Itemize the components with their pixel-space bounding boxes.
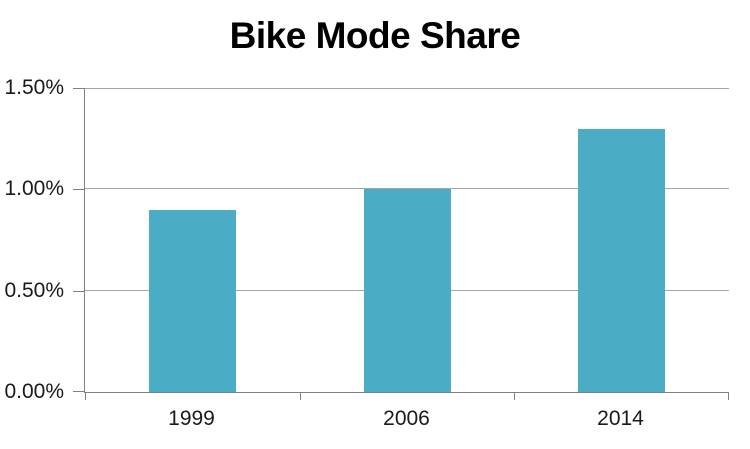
chart-title: Bike Mode Share: [229, 15, 521, 56]
gridline: [85, 88, 729, 89]
bar-2006: [364, 189, 451, 392]
x-axis-label: 1999: [168, 407, 215, 430]
y-tick-mark: [73, 88, 85, 89]
y-tick-mark: [73, 391, 85, 392]
gridline: [85, 188, 729, 189]
bar-1999: [149, 210, 236, 392]
x-axis-label: 2014: [597, 407, 644, 430]
x-tick-mark: [728, 392, 729, 400]
y-axis-label: 1.00%: [4, 177, 64, 200]
x-tick-mark: [514, 392, 515, 400]
x-tick-mark: [85, 392, 86, 400]
x-axis-label: 2006: [383, 407, 430, 430]
y-axis-label: 1.50%: [4, 76, 64, 99]
x-tick-mark: [300, 392, 301, 400]
bar-2014: [578, 129, 665, 392]
y-axis-label: 0.50%: [4, 279, 64, 302]
y-tick-mark: [73, 291, 85, 292]
y-tick-mark: [73, 189, 85, 190]
plot-area: [73, 88, 729, 400]
y-axis-label: 0.00%: [4, 380, 64, 403]
